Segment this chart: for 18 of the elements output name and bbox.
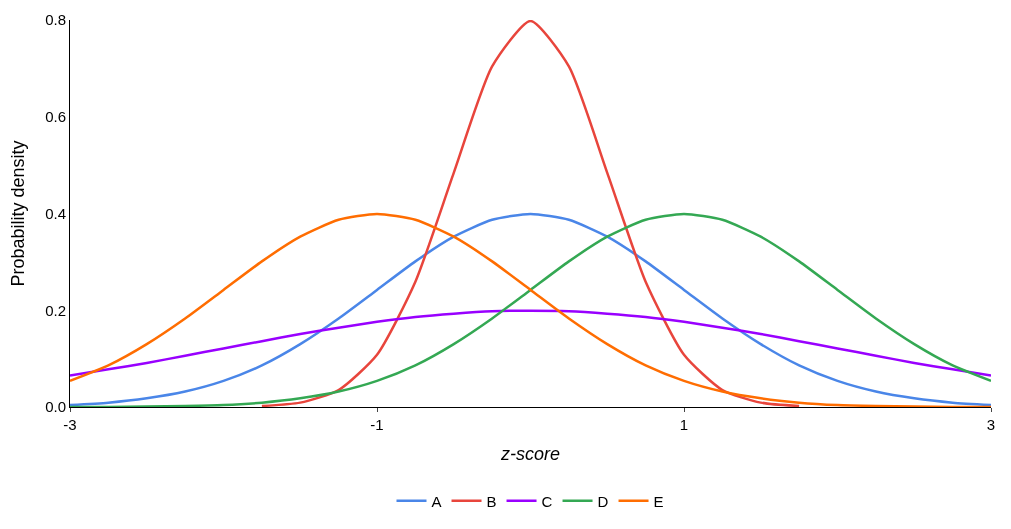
x-tick-label: 3: [986, 416, 996, 433]
y-tick-label: 0.6: [45, 108, 66, 125]
legend-label: D: [597, 492, 609, 510]
y-tick-label: 0.8: [45, 11, 66, 29]
line-series: [70, 309, 991, 377]
legend-label: A: [431, 492, 442, 510]
x-tick-label: -1: [370, 416, 384, 433]
y-axis-title: Probability density: [8, 140, 29, 287]
y-tick-label: 0.4: [45, 204, 66, 222]
y-tick-label: 0.0: [45, 398, 66, 416]
line-series: [260, 20, 801, 407]
x-axis-title: z-score: [499, 444, 561, 465]
legend-label: B: [486, 492, 497, 510]
legend-label: C: [541, 492, 553, 510]
legend-label: E: [653, 492, 664, 510]
x-tick-label: -3: [63, 416, 77, 433]
x-tick-label: 1: [679, 416, 689, 433]
y-tick-label: 0.2: [45, 301, 66, 319]
